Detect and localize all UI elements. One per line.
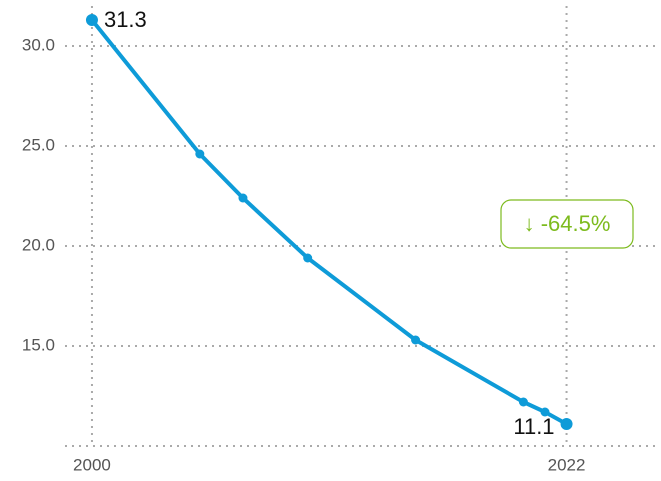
point (540, 407, 550, 417)
data-label: 11.1 (513, 414, 554, 439)
y-tick-label: 30.0 (22, 35, 55, 54)
point (303, 253, 313, 263)
data-label: 31.3 (104, 7, 147, 32)
point (411, 335, 421, 345)
annotation-box (500, 199, 634, 249)
point (518, 397, 528, 407)
point (238, 193, 248, 203)
y-tick-label: 20.0 (22, 235, 55, 254)
line (90, 18, 568, 426)
point (85, 14, 98, 26)
x-tick-label: 2000 (73, 455, 111, 474)
point (195, 149, 205, 159)
annotation: ↓ -64.5% (524, 211, 611, 236)
x-tick-label: 2022 (548, 455, 586, 474)
y-tick-label: 25.0 (22, 135, 55, 154)
y-tick-label: 15.0 (22, 335, 55, 354)
point (560, 418, 573, 430)
